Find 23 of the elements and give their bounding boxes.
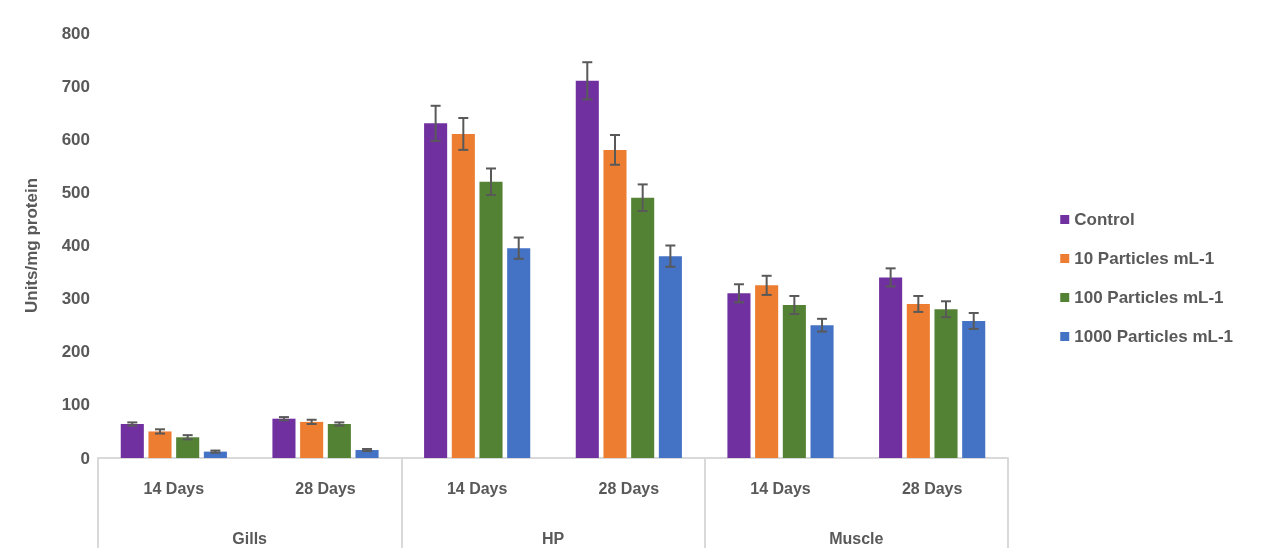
- x-tick-label: 14 Days: [143, 479, 205, 497]
- text: Gills: [232, 529, 268, 547]
- y-tick-label: 800: [61, 23, 90, 43]
- y-tick-label: 300: [61, 289, 90, 309]
- x-tick-label: 28 Days: [901, 479, 963, 497]
- y-axis-title: Units/mg protein: [22, 177, 41, 314]
- y-tick-label: 0: [80, 448, 90, 468]
- text: Muscle: [829, 529, 884, 547]
- y-tick-label: 600: [61, 129, 90, 149]
- x-tick-label: 28 Days: [598, 479, 660, 497]
- x-tick-label: 28 Days: [295, 479, 356, 497]
- y-tick-label: 200: [61, 342, 90, 362]
- legend-label: 100 Particles mL-1: [1074, 288, 1224, 307]
- y-tick-label: 500: [61, 182, 90, 202]
- legend-label: 1000 Particles mL-1: [1074, 327, 1233, 346]
- x-tick-label: 14 Days: [750, 479, 811, 497]
- text: HP: [541, 529, 565, 547]
- legend-label: 10 Particles mL-1: [1074, 249, 1215, 268]
- y-tick-label: 700: [61, 76, 90, 96]
- legend-label: Control: [1074, 210, 1135, 229]
- x-tick-label: 14 Days: [446, 479, 508, 497]
- y-tick-label: 400: [61, 236, 90, 255]
- y-tick-label: 100: [61, 395, 90, 415]
